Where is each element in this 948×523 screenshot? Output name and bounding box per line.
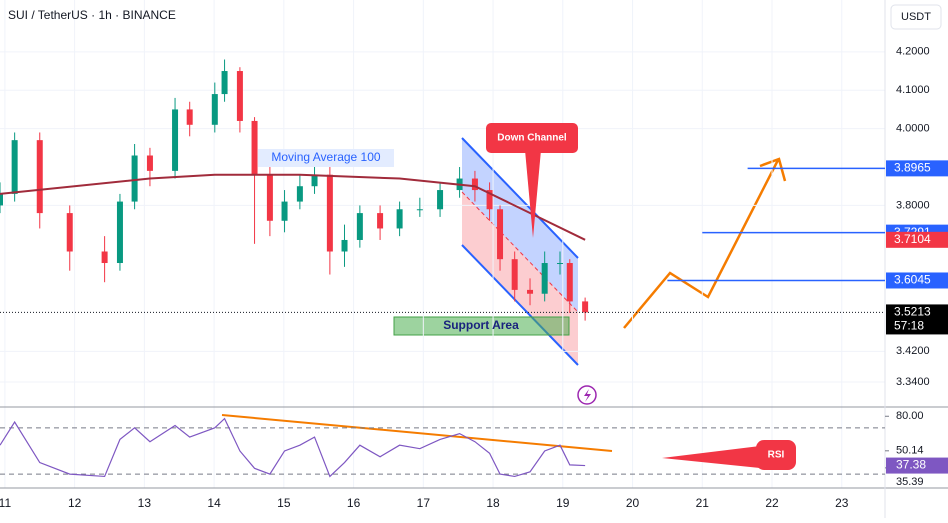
countdown: 57:18 [894,319,924,333]
candle-body [356,213,363,240]
candle-body [236,71,243,121]
y-tick-label: 3.8000 [896,199,930,211]
x-tick-label: 12 [68,496,82,510]
ma-label-bg [258,149,394,167]
ma-value: 3.7104 [894,232,931,246]
candle-body [66,213,73,252]
ma-label: Moving Average 100 [271,150,381,164]
x-tick-label: 22 [765,496,779,510]
x-tick-label: 13 [138,496,152,510]
x-tick-label: 14 [207,496,221,510]
price-label: 3.5213 [894,305,931,319]
candle-body [377,213,384,229]
level-label: 3.8965 [894,161,931,175]
x-tick-label: 19 [556,496,570,510]
candle-body [172,109,179,171]
y-tick-label: 4.2000 [896,46,930,58]
rsi-tick-label: 80.00 [896,410,924,422]
candle-body [511,259,518,290]
y-tick-label: 4.0000 [896,123,930,135]
candle-body [497,209,504,260]
support-area [393,316,570,336]
candle-body [186,109,193,125]
candle-body [311,174,318,187]
level-label: 3.6045 [894,273,931,287]
candle-body [437,190,444,210]
candle-body [0,193,3,206]
x-tick-label: 21 [696,496,710,510]
candle-body [281,201,288,221]
callout [486,123,578,153]
x-tick-label: 16 [347,496,361,510]
channel-line [461,244,579,366]
x-tick-label: 11 [0,496,11,510]
rsi-value-bg [886,457,948,474]
candle-body [36,140,43,214]
channel-line [461,137,579,259]
candle-body [131,155,138,202]
channel-upper [462,138,578,312]
candle-body [221,71,228,95]
candle-body [396,209,403,229]
projection-arrow [623,159,780,329]
y-tick-label: 4.1000 [896,84,930,96]
event-icon [577,385,597,405]
x-tick-label: 23 [835,496,849,510]
candle-body [341,239,348,252]
level-label-bg [886,160,948,177]
candle-body [11,140,18,194]
candle-body [416,209,423,211]
candle-body [296,186,303,202]
rsi-pointer [662,446,760,468]
ma-line [0,173,586,241]
currency: USDT [901,11,931,23]
annotation: Support Area [443,318,519,332]
candle-body [101,251,108,264]
event-icon [584,389,591,402]
level-label-bg [886,272,948,289]
rsi-line [0,417,586,478]
ma-value-bg [886,231,948,248]
rsi-tick-label: 35.39 [896,476,924,488]
candle-body [582,301,589,313]
candle-body [557,263,564,265]
candle-body [266,174,273,221]
chart-title: SUI / TetherUS · 1h · BINANCE [8,8,176,22]
candle-body [527,289,534,294]
candle-body [566,263,573,302]
y-tick-label: 3.3400 [896,376,930,388]
candle-body [486,190,493,210]
candle-body [251,120,258,175]
candle-body [471,178,478,191]
rsi-tick-label: 50.14 [896,445,924,457]
callout-pointer [525,150,541,238]
rsi-trendline [221,414,613,452]
candle-body [146,155,153,171]
rsi-callout [756,440,796,470]
x-tick-label: 18 [486,496,500,510]
x-tick-label: 15 [277,496,291,510]
candle-body [541,263,548,294]
price-label-bg [886,304,948,335]
x-tick-label: 17 [417,496,431,510]
annotation: Down Channel [497,133,567,144]
currency-box [890,4,942,30]
x-tick-label: 20 [626,496,640,510]
rsi-value: 37.38 [896,458,926,472]
candle-body [116,201,123,264]
candle-body [326,174,333,252]
arrow-head [759,157,787,182]
y-tick-label: 3.4200 [896,345,930,357]
candle-body [211,94,218,125]
rsi-label: RSI [768,450,785,461]
